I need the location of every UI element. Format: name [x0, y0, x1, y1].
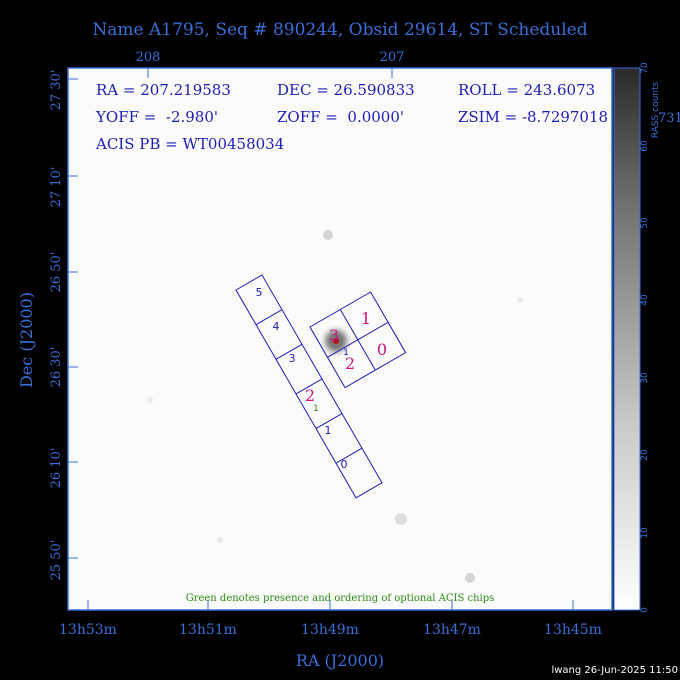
s-chip-label: 0: [341, 458, 348, 471]
top-tick-label: 207: [380, 50, 405, 65]
colorbar-edge-label: 7316: [658, 111, 680, 126]
left-tick-label: 27 10': [49, 167, 64, 208]
colorbar-tick: 40: [640, 294, 650, 306]
colorbar: RASS counts 7316 70 60 50 40 30 20 10 0: [613, 62, 680, 613]
axis-ticks: [68, 68, 574, 610]
s-chip-labels: 5 4 3 2 1 1 0: [256, 286, 348, 471]
bottom-tick-label: 13h53m: [59, 622, 117, 638]
s-chip-label: 3: [289, 352, 296, 365]
bottom-tick-labels: 13h53m 13h51m 13h49m 13h47m 13h45m: [59, 622, 602, 638]
left-tick-label: 27 30': [49, 70, 64, 111]
ra-value: RA = 207.219583: [96, 81, 231, 99]
acis-pb-value: ACIS PB = WT00458034: [95, 135, 284, 153]
colorbar-tick: 20: [640, 449, 650, 461]
left-tick-label: 25 50': [49, 540, 64, 581]
pointing-info: RA = 207.219583 DEC = 26.590833 ROLL = 2…: [95, 81, 608, 153]
bottom-tick-label: 13h49m: [301, 622, 359, 638]
optional-chip-label: 1: [313, 404, 319, 414]
left-tick-label: 26 50': [49, 252, 64, 293]
s-chip-label-pink: 2: [305, 386, 315, 405]
acis-s-array: [235, 274, 383, 499]
acis-i-array: [309, 291, 407, 389]
optional-chips-note: Green denotes presence and ordering of o…: [186, 593, 495, 604]
i-chip-labels: 3 1 2 0 1: [329, 309, 387, 373]
plot-title: Name A1795, Seq # 890244, Obsid 29614, S…: [92, 20, 587, 40]
zoff-value: ZOFF = 0.0000': [277, 108, 404, 126]
i-chip-label: 2: [345, 354, 355, 373]
bottom-tick-label: 13h45m: [544, 622, 602, 638]
yoff-value: YOFF = -2.980': [95, 108, 218, 126]
dec-value: DEC = 26.590833: [277, 81, 415, 99]
colorbar-tick: 50: [640, 217, 650, 229]
roll-value: ROLL = 243.6073: [458, 81, 595, 99]
colorbar-tick: 70: [640, 62, 650, 74]
s-chip-label: 5: [256, 286, 263, 299]
colorbar-tick: 10: [640, 527, 650, 539]
i-chip-label: 0: [377, 340, 387, 359]
bottom-tick-label: 13h51m: [179, 622, 237, 638]
bottom-tick-label: 13h47m: [423, 622, 481, 638]
zsim-value: ZSIM = -8.7297018: [458, 108, 608, 126]
left-tick-label: 26 30': [49, 347, 64, 388]
s-chip-label: 4: [273, 320, 280, 333]
i-chip-label: 1: [361, 309, 371, 328]
colorbar-tick: 0: [640, 607, 650, 613]
colorbar-label: RASS counts: [651, 81, 661, 138]
s-chip-label: 1: [325, 424, 332, 437]
left-tick-label: 26 10': [49, 448, 64, 489]
top-tick-label: 208: [136, 50, 161, 65]
i-chip-label: 3: [329, 326, 339, 345]
colorbar-tick: 30: [640, 372, 650, 384]
left-tick-labels: 27 30' 27 10' 26 50' 26 30' 26 10' 25 50…: [49, 70, 64, 581]
y-axis-label: Dec (J2000): [17, 292, 36, 388]
x-axis-label: RA (J2000): [296, 651, 384, 670]
xray-sources: [147, 230, 523, 583]
footer-stamp: lwang 26-Jun-2025 11:50: [551, 665, 678, 676]
colorbar-gradient: [613, 67, 641, 611]
colorbar-tick: 60: [640, 140, 650, 152]
optional-chip-label: 1: [343, 348, 349, 358]
